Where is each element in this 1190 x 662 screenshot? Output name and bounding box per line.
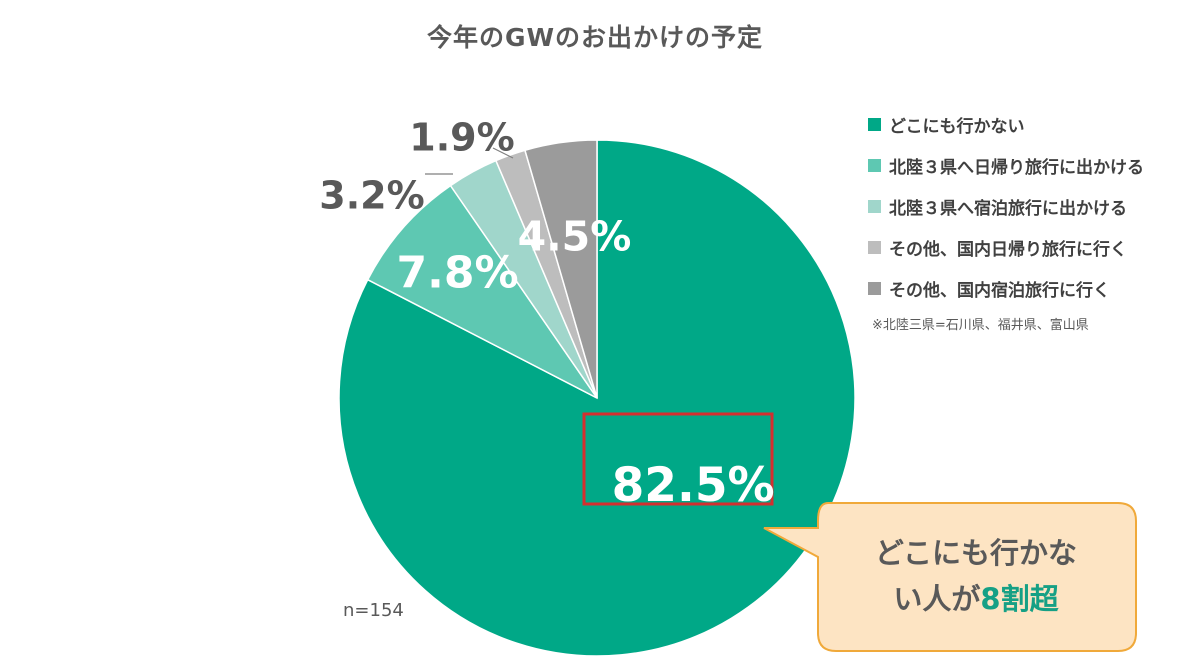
legend-item-2: 北陸３県へ日帰り旅行に出かける <box>868 145 1144 186</box>
legend-item-5: その他、国内宿泊旅行に行く <box>868 268 1144 309</box>
data-label-5: 4.5% <box>518 213 632 261</box>
legend-label: 北陸３県へ日帰り旅行に出かける <box>889 158 1144 178</box>
legend-item-1: どこにも行かない <box>868 104 1144 145</box>
highlight-box <box>582 412 774 506</box>
callout-line-2: い人が8割超 <box>826 576 1126 622</box>
note: ※北陸三県=石川県、福井県、富山県 <box>872 318 1089 333</box>
chart-title: 今年のGWのお出かけの予定 <box>426 23 764 52</box>
legend-swatch <box>868 282 881 295</box>
data-labels: 82.5% 7.8% 3.2% 1.9% 4.5% <box>319 116 774 513</box>
sample-size: n=154 <box>343 600 404 621</box>
data-label-4: 1.9% <box>409 116 514 160</box>
callout-highlight: 8割超 <box>980 582 1059 616</box>
callout-bubble <box>763 502 1137 652</box>
callout-line-1: どこにも行かな <box>874 536 1078 570</box>
legend-swatch <box>868 200 881 213</box>
callout-text: どこにも行かな い人が8割超 <box>826 530 1126 622</box>
pie-slices <box>338 139 856 657</box>
legend-swatch <box>868 159 881 172</box>
legend-label: どこにも行かない <box>889 117 1025 137</box>
data-label-3: 3.2% <box>319 174 424 218</box>
legend: どこにも行かない北陸３県へ日帰り旅行に出かける 北陸３県へ宿泊旅行に出かける その他… <box>868 104 1144 309</box>
legend-label: 北陸３県へ宿泊旅行に出かける <box>889 199 1127 219</box>
leader-line-1.9 <box>492 147 514 159</box>
legend-swatch <box>868 241 881 254</box>
pie-slice-5 <box>524 139 598 399</box>
legend-label: その他、国内日帰り旅行に行く <box>889 240 1127 260</box>
pie-slice-2 <box>366 184 598 399</box>
legend-swatch <box>868 118 881 131</box>
callout-line-2-prefix: い人が <box>893 582 981 616</box>
legend-item-4: その他、国内日帰り旅行に行く <box>868 227 1144 268</box>
legend-item-3: 北陸３県へ宿泊旅行に出かける <box>868 186 1144 227</box>
data-label-2: 7.8% <box>397 247 519 298</box>
data-label-1: 82.5% <box>612 458 775 513</box>
legend-label: その他、国内宿泊旅行に行く <box>889 281 1110 301</box>
